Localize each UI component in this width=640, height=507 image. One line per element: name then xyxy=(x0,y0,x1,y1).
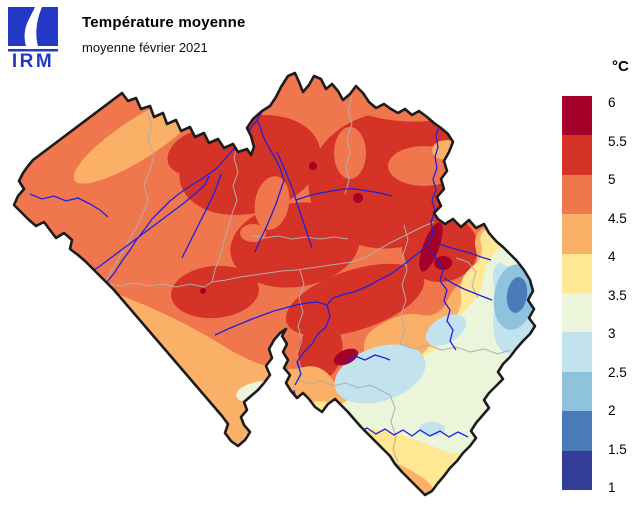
logo-rule xyxy=(8,49,58,52)
river-lys xyxy=(75,175,210,283)
color-scale-legend: °C 6 5.5 5 4.5 4 3.5 3 2.5 2 1.5 1 xyxy=(562,58,640,507)
legend-tick-label: 4 xyxy=(608,249,616,264)
legend-color-segment xyxy=(562,411,592,451)
irm-logo-graphic: IRM xyxy=(8,7,58,72)
legend-tick-label: 2.5 xyxy=(608,364,627,380)
river-vesdre xyxy=(436,242,492,261)
river-lesse xyxy=(344,354,391,363)
river-yser xyxy=(29,193,109,218)
river-sambre xyxy=(214,301,328,336)
legend-tick-label: 5 xyxy=(608,172,616,187)
legend-color-segment xyxy=(562,253,592,293)
irm-logo-text: IRM xyxy=(12,51,54,69)
river-ourthe xyxy=(429,249,457,351)
map-subtitle: moyenne février 2021 xyxy=(82,40,208,55)
legend-color-segment xyxy=(562,174,592,215)
legend-color-segment xyxy=(562,135,592,175)
country-outline xyxy=(12,71,537,497)
river-ambleve xyxy=(443,277,493,301)
legend-tick-label: 6 xyxy=(608,95,616,110)
legend-color-segment xyxy=(562,332,592,372)
river-dyle xyxy=(276,151,313,249)
legend-tick-label: 2 xyxy=(608,403,616,418)
province-borders xyxy=(105,95,511,463)
header: IRM Température moyenne moyenne février … xyxy=(0,0,640,72)
logo-river-cut xyxy=(24,7,42,46)
legend-color-segment xyxy=(562,292,592,333)
legend-color-segment xyxy=(562,214,592,254)
temperature-fill-regions xyxy=(14,73,535,495)
legend-tick-label: 3.5 xyxy=(608,287,627,303)
river-senne xyxy=(254,119,285,253)
legend-color-bar xyxy=(562,96,592,490)
river-meuse xyxy=(294,125,440,386)
river-dender xyxy=(181,173,222,259)
legend-color-segment xyxy=(562,96,592,136)
map-title: Température moyenne xyxy=(82,14,246,31)
legend-tick-label: 1 xyxy=(608,480,616,495)
river-demer xyxy=(295,188,393,201)
legend-tick-label: 3 xyxy=(608,326,616,341)
legend-tick-label: 1.5 xyxy=(608,441,627,457)
legend-tick-label: 5.5 xyxy=(608,133,627,149)
legend-color-segment xyxy=(562,371,592,412)
legend-color-segment xyxy=(562,450,592,490)
legend-tick-label: 4.5 xyxy=(608,210,627,226)
irm-logo: IRM xyxy=(8,7,58,72)
legend-unit-label: °C xyxy=(612,58,629,75)
title-block: Température moyenne moyenne février 2021 xyxy=(82,14,246,55)
